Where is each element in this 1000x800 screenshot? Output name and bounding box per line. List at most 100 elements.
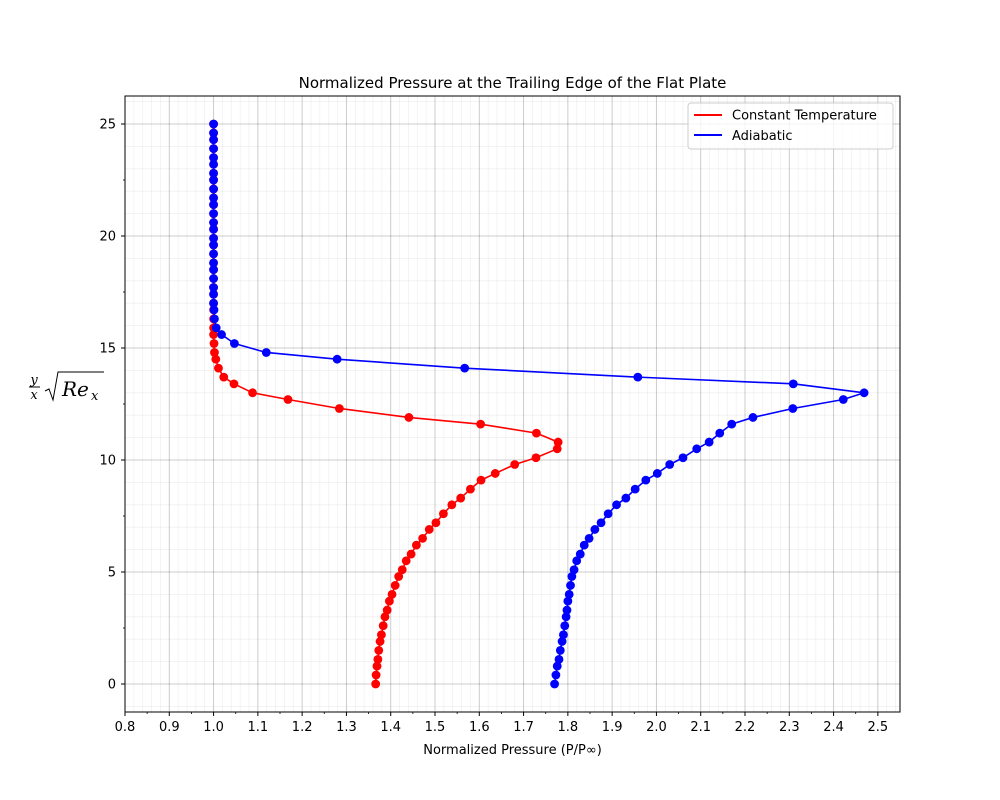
data-point-constant-temperature — [531, 453, 541, 463]
data-point-adiabatic — [603, 509, 613, 519]
x-tick-label: 2.0 — [646, 720, 667, 735]
data-point-constant-temperature — [211, 354, 221, 364]
y-axis-label: y x Re x — [29, 371, 104, 404]
data-point-adiabatic — [575, 549, 585, 559]
data-point-constant-temperature — [447, 500, 457, 510]
data-point-adiabatic — [561, 612, 571, 622]
y-tick-label: 20 — [99, 230, 116, 245]
data-point-adiabatic — [630, 484, 640, 494]
data-point-constant-temperature — [466, 484, 475, 494]
x-tick-label: 0.9 — [159, 720, 180, 735]
x-tick-label: 1.6 — [469, 720, 490, 735]
data-point-adiabatic — [550, 679, 559, 689]
data-point-adiabatic — [715, 428, 725, 438]
data-point-adiabatic — [460, 363, 470, 373]
data-point-adiabatic — [859, 388, 869, 398]
data-point-adiabatic — [209, 298, 218, 308]
data-point-adiabatic — [210, 314, 219, 324]
data-point-constant-temperature — [532, 428, 541, 438]
data-point-adiabatic — [332, 354, 342, 364]
data-point-adiabatic — [229, 339, 239, 348]
x-tick-label: 1.5 — [425, 720, 446, 735]
data-point-adiabatic — [748, 413, 758, 422]
data-point-constant-temperature — [431, 518, 441, 528]
x-axis-ticks: 0.8 0.9 1.0 1.1 1.2 1.3 1.4 1.5 1.6 1.7 1.8 1.9 2.0 2… — [115, 712, 888, 735]
x-tick-label: 0.8 — [115, 720, 136, 735]
data-point-adiabatic — [563, 596, 573, 606]
data-point-constant-temperature — [382, 605, 392, 615]
data-point-constant-temperature — [401, 556, 411, 566]
data-point-constant-temperature — [418, 534, 427, 543]
data-point-adiabatic — [209, 224, 218, 234]
x-tick-label: 1.3 — [336, 720, 357, 735]
x-tick-label: 1.7 — [513, 720, 534, 735]
data-point-adiabatic — [560, 621, 570, 631]
data-point-adiabatic — [566, 581, 575, 590]
data-point-adiabatic — [590, 525, 600, 534]
data-point-adiabatic — [209, 144, 218, 154]
data-point-adiabatic — [551, 670, 561, 680]
data-point-constant-temperature — [380, 612, 390, 622]
data-point-adiabatic — [209, 289, 218, 299]
data-point-adiabatic — [665, 460, 675, 469]
data-point-adiabatic — [552, 661, 562, 671]
x-tick-label: 1.2 — [292, 720, 313, 735]
data-point-adiabatic — [678, 453, 688, 463]
x-tick-label: 1.8 — [558, 720, 579, 735]
data-point-constant-temperature — [404, 413, 414, 422]
data-point-constant-temperature — [456, 493, 466, 503]
data-point-adiabatic — [569, 565, 579, 575]
data-point-constant-temperature — [209, 339, 219, 348]
y-axis-label-subscript: x — [91, 389, 99, 404]
data-point-adiabatic — [209, 305, 219, 315]
data-point-adiabatic — [562, 605, 572, 615]
data-point-constant-temperature — [390, 581, 400, 590]
x-tick-label: 1.4 — [380, 720, 401, 735]
data-point-constant-temperature — [374, 646, 384, 655]
data-point-constant-temperature — [371, 679, 381, 689]
y-tick-label: 10 — [99, 454, 116, 469]
major-grid — [124, 96, 900, 712]
data-point-adiabatic — [209, 218, 218, 227]
series-line-adiabatic — [212, 124, 865, 685]
data-point-constant-temperature — [553, 437, 563, 447]
data-point-constant-temperature — [397, 565, 407, 575]
data-point-adiabatic — [579, 540, 589, 550]
data-point-constant-temperature — [490, 469, 500, 478]
data-point-constant-temperature — [424, 525, 434, 534]
y-tick-label: 0 — [108, 678, 116, 693]
data-point-adiabatic — [559, 630, 568, 640]
data-point-adiabatic — [621, 493, 631, 503]
data-point-adiabatic — [209, 209, 218, 219]
data-point-constant-temperature — [371, 670, 381, 680]
data-point-adiabatic — [652, 469, 662, 478]
data-point-adiabatic — [209, 153, 218, 163]
x-tick-label: 2.1 — [690, 720, 711, 735]
data-point-adiabatic — [557, 637, 567, 646]
data-point-adiabatic — [641, 475, 651, 485]
data-point-adiabatic — [567, 572, 577, 581]
minor-grid — [124, 96, 900, 712]
data-point-adiabatic — [555, 646, 565, 655]
data-point-constant-temperature — [377, 630, 386, 640]
x-tick-label: 1.0 — [203, 720, 224, 735]
data-point-adiabatic — [209, 193, 218, 203]
data-point-adiabatic — [596, 518, 606, 528]
data-point-constant-temperature — [394, 572, 404, 581]
y-axis-label-re: Re — [61, 377, 89, 401]
data-point-constant-temperature — [510, 460, 520, 469]
data-point-constant-temperature — [210, 348, 219, 357]
data-point-adiabatic — [838, 395, 848, 404]
legend: Constant Temperature Adiabatic — [687, 102, 894, 150]
data-point-adiabatic — [564, 590, 574, 599]
data-point-adiabatic — [217, 330, 226, 339]
data-point-adiabatic — [209, 258, 218, 268]
data-point-constant-temperature — [283, 395, 293, 404]
data-point-adiabatic — [554, 654, 564, 664]
data-point-constant-temperature — [439, 509, 448, 519]
data-point-constant-temperature — [219, 372, 229, 382]
data-point-constant-temperature — [412, 540, 421, 550]
y-axis-ticks: 0 5 10 15 20 25 — [99, 118, 125, 693]
data-point-constant-temperature — [372, 661, 382, 671]
chart-title: Normalized Pressure at the Trailing Edge… — [299, 74, 727, 92]
